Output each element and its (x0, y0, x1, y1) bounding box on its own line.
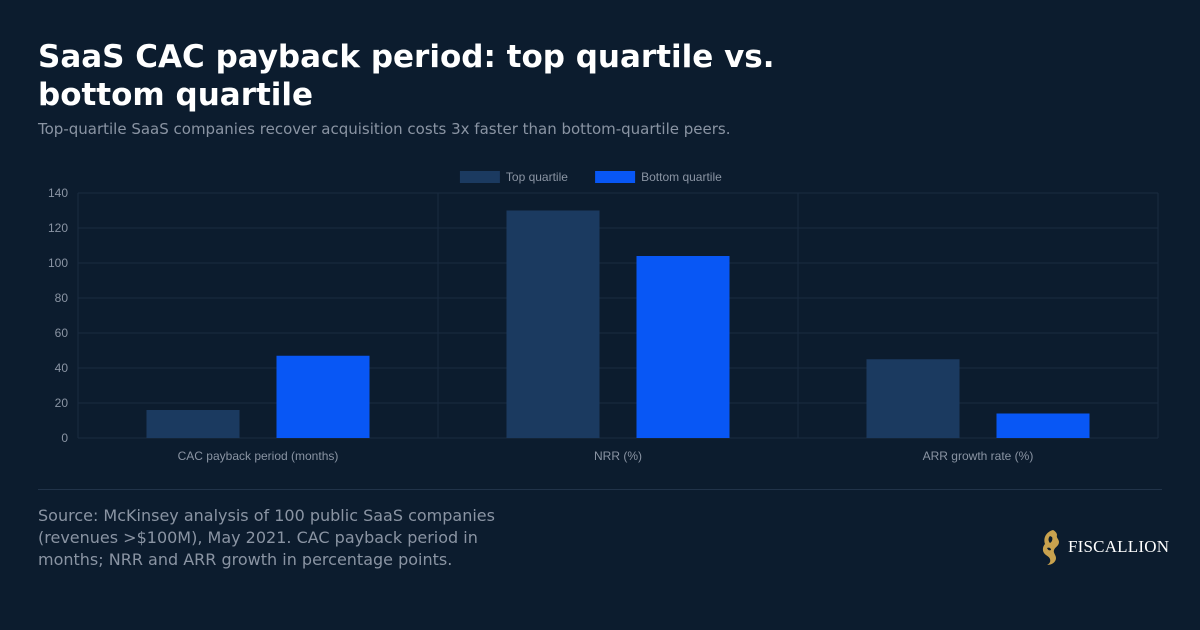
bar-top-quartile (866, 359, 960, 438)
y-tick-label: 60 (55, 326, 69, 340)
x-tick-label: NRR (%) (594, 449, 642, 463)
bar-bottom-quartile (636, 256, 730, 438)
legend-swatch-top-quartile (459, 171, 500, 183)
legend-label: Bottom quartile (641, 170, 722, 184)
bar-chart-svg: 0 20 40 60 80 100 120 140 CAC payback period (mo… (48, 170, 1159, 463)
footer-divider (38, 489, 1162, 490)
y-tick-label: 0 (61, 431, 68, 445)
x-tick-label: CAC payback period (months) (178, 449, 339, 463)
bar-bottom-quartile (276, 355, 370, 438)
chart-subtitle: Top-quartile SaaS companies recover acqu… (38, 120, 731, 138)
y-tick-label: 80 (55, 291, 69, 305)
golden-lion-head-icon (1042, 530, 1059, 565)
legend-label: Top quartile (506, 170, 568, 184)
bar-top-quartile (506, 210, 600, 438)
y-tick-label: 40 (55, 361, 69, 375)
y-tick-label: 100 (48, 256, 68, 270)
chart-title: SaaS CAC payback period: top quartile vs… (38, 39, 775, 113)
x-tick-label: ARR growth rate (%) (923, 449, 1034, 463)
bar-bottom-quartile (996, 413, 1090, 438)
source-note: Source: McKinsey analysis of 100 public … (38, 506, 495, 569)
bar-top-quartile (146, 410, 240, 438)
legend-swatch-bottom-quartile (595, 171, 636, 183)
brand-logo: FISCALLION (1040, 528, 1169, 566)
y-tick-label: 140 (48, 186, 68, 200)
y-tick-label: 120 (48, 221, 68, 235)
bar-chart: 0 20 40 60 80 100 120 140 CAC payback period (mo… (0, 160, 1200, 480)
y-tick-label: 20 (55, 396, 69, 410)
brand-name: FISCALLION (1068, 537, 1170, 556)
